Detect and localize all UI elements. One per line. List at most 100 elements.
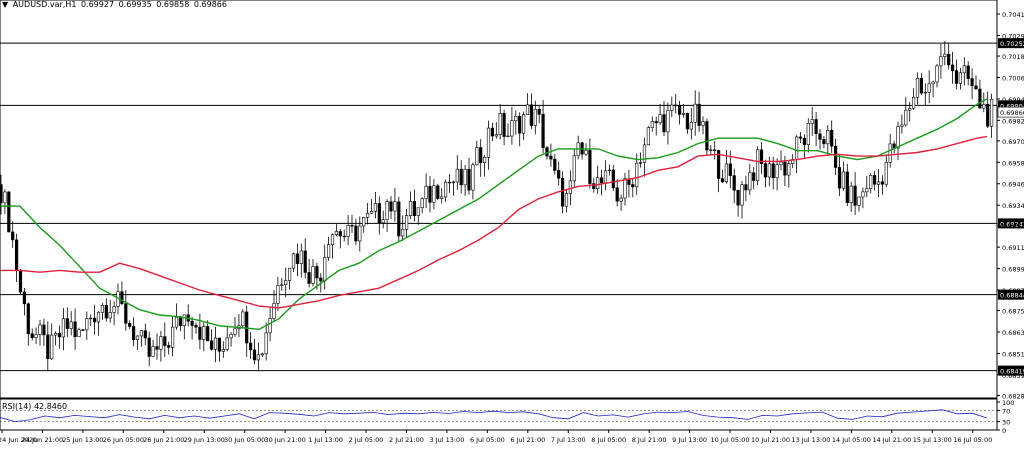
candle-body — [802, 137, 806, 145]
candle-body — [249, 342, 253, 351]
candle-body — [440, 196, 444, 199]
candle-body — [213, 337, 218, 350]
candle-body — [124, 303, 128, 324]
candle-body — [38, 324, 42, 335]
candle-body — [276, 285, 280, 304]
x-tick-label: 14 Jul 21:00 — [872, 436, 911, 444]
candle-body — [720, 178, 725, 183]
candle-body — [771, 163, 775, 179]
candle-body — [401, 229, 405, 237]
close-value: 0.69866 — [193, 0, 227, 9]
candle-body — [693, 103, 697, 123]
candle-body — [210, 340, 214, 350]
candle-body — [475, 147, 479, 166]
candle-body — [77, 329, 81, 337]
candle-body — [241, 311, 245, 327]
level-price-label: 0.68419 — [1000, 368, 1024, 376]
candle-body — [26, 303, 30, 335]
candle-body — [514, 115, 518, 122]
candle-body — [798, 136, 803, 139]
x-tick-label: 2 Jul 21:00 — [389, 436, 424, 444]
x-tick-label: 8 Jul 21:00 — [632, 436, 667, 444]
candle-body — [794, 136, 799, 160]
candle-body — [927, 83, 931, 93]
y-tick-label: 0.69465 — [1002, 181, 1024, 189]
candle-body — [713, 149, 717, 151]
candle-body — [342, 235, 346, 238]
candle-body — [373, 203, 378, 212]
candle-body — [568, 180, 572, 194]
candle-body — [596, 177, 600, 190]
candle-body — [206, 326, 210, 342]
candle-body — [93, 317, 97, 323]
candle-body — [404, 215, 409, 230]
candle-body — [455, 168, 459, 183]
candle-body — [252, 349, 257, 361]
candle-body — [295, 253, 300, 264]
candle-body — [646, 127, 650, 146]
candle-body — [221, 349, 225, 352]
candle-body — [861, 191, 865, 198]
current-price-box — [997, 106, 1024, 118]
candle-body — [385, 201, 389, 220]
candle-body — [662, 114, 666, 133]
y-tick-label: 0.68635 — [1002, 329, 1024, 337]
candle-body — [736, 189, 740, 206]
low-value: 0.69858 — [156, 0, 190, 9]
candle-body — [326, 244, 331, 258]
rsi-label: RSI(14) — [2, 402, 32, 411]
candle-body — [853, 185, 857, 206]
level-price-box — [998, 218, 1024, 229]
candle-body — [553, 158, 557, 171]
x-tick-label: 25 Jun 13:00 — [62, 436, 103, 444]
candle-body — [323, 257, 327, 282]
candle-body — [42, 324, 46, 336]
candle-body — [685, 113, 689, 130]
candle-body — [311, 266, 315, 284]
candle-body — [888, 143, 892, 163]
candle-body — [486, 127, 491, 158]
candle-body — [732, 175, 736, 191]
x-tick-label: 29 Jun 13:00 — [184, 436, 225, 444]
candle-body — [775, 164, 779, 179]
candle-body — [697, 103, 701, 126]
candle-body — [432, 185, 436, 203]
y-tick-label: 0.69585 — [1002, 159, 1024, 167]
candle-body — [182, 314, 186, 326]
candle-body — [681, 113, 686, 115]
candle-body — [755, 149, 760, 181]
candle-body — [545, 147, 549, 157]
candle-body — [744, 184, 748, 191]
rsi-line — [0, 409, 988, 423]
level-price-box — [998, 38, 1024, 49]
candle-body — [482, 157, 487, 163]
candle-body — [147, 337, 151, 357]
candle-body — [615, 187, 619, 202]
candle-body — [943, 53, 947, 57]
candle-body — [779, 161, 783, 166]
candle-body — [837, 167, 842, 189]
dropdown-arrow-icon[interactable]: ▼ — [2, 0, 9, 9]
candle-body — [346, 225, 350, 237]
rsi-plot-frame — [0, 397, 998, 431]
candle-body — [592, 183, 596, 190]
candle-body — [607, 169, 611, 172]
candle-body — [529, 104, 533, 126]
rsi-tick-label: 70 — [1002, 407, 1010, 415]
candle-body — [315, 266, 319, 279]
candle-body — [748, 172, 752, 191]
candle-body — [728, 163, 732, 176]
candle-body — [167, 345, 171, 348]
candle-body — [334, 231, 339, 235]
candle-body — [18, 270, 23, 293]
candle-body — [631, 184, 635, 188]
y-tick-label: 0.68280 — [1002, 392, 1024, 400]
candle-body — [584, 150, 588, 155]
candle-body — [15, 239, 19, 271]
level-price-box — [998, 365, 1024, 376]
